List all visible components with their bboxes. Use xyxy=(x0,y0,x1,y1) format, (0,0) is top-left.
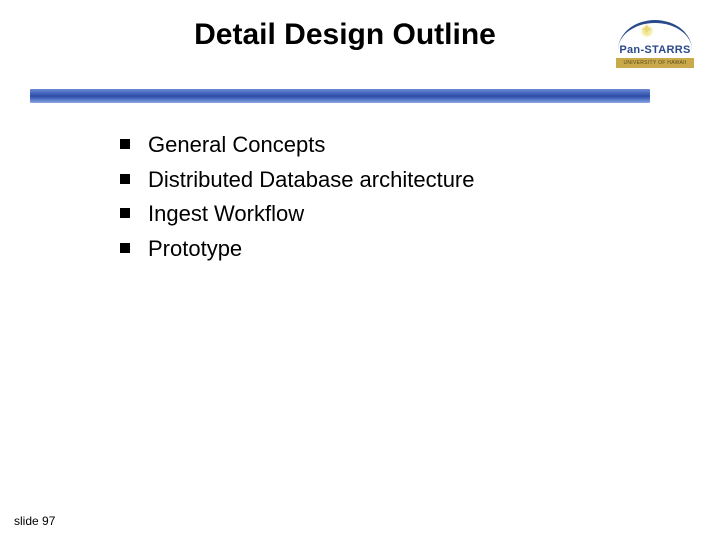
list-item: Distributed Database architecture xyxy=(120,166,660,195)
logo-sub-text: UNIVERSITY OF HAWAII xyxy=(616,58,694,68)
slide-container: Detail Design Outline Pan-STARRS UNIVERS… xyxy=(0,0,720,540)
bullet-icon xyxy=(120,139,130,149)
bullet-text: Ingest Workflow xyxy=(148,200,304,229)
bullet-text: Distributed Database architecture xyxy=(148,166,475,195)
bullet-text: General Concepts xyxy=(148,131,325,160)
bullet-icon xyxy=(120,208,130,218)
logo-star-icon xyxy=(640,24,654,38)
bullet-icon xyxy=(120,243,130,253)
page-title: Detail Design Outline xyxy=(20,18,610,52)
slide-number: slide 97 xyxy=(14,514,55,528)
list-item: Ingest Workflow xyxy=(120,200,660,229)
panstarrs-logo: Pan-STARRS UNIVERSITY OF HAWAII xyxy=(610,18,700,73)
bullet-icon xyxy=(120,174,130,184)
list-item: General Concepts xyxy=(120,131,660,160)
logo-main-text: Pan-STARRS xyxy=(610,44,700,56)
header-row: Detail Design Outline Pan-STARRS UNIVERS… xyxy=(0,0,720,73)
content-area: General Concepts Distributed Database ar… xyxy=(0,103,720,263)
list-item: Prototype xyxy=(120,235,660,264)
divider-bar xyxy=(30,89,650,103)
bullet-text: Prototype xyxy=(148,235,242,264)
